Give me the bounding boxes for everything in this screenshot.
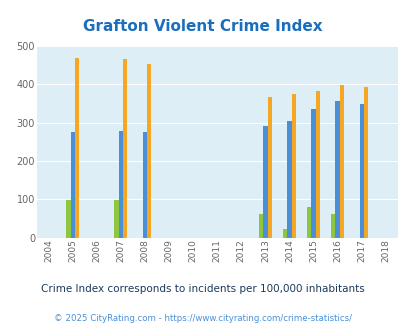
Text: Grafton Violent Crime Index: Grafton Violent Crime Index [83,19,322,34]
Bar [75,58,79,238]
Bar [306,207,311,238]
Bar [143,132,147,238]
Bar [287,121,291,238]
Bar [311,109,315,238]
Bar [262,126,267,238]
Bar [118,131,123,238]
Bar [291,94,295,238]
Bar [114,200,118,238]
Bar [330,214,335,238]
Bar [282,229,287,238]
Bar [147,64,151,238]
Bar [70,132,75,238]
Bar [359,104,363,238]
Bar [315,91,319,238]
Bar [267,97,271,238]
Bar [123,59,127,238]
Bar [363,87,367,238]
Bar [66,200,70,238]
Bar [258,214,262,238]
Bar [339,85,343,238]
Text: Crime Index corresponds to incidents per 100,000 inhabitants: Crime Index corresponds to incidents per… [41,284,364,294]
Text: © 2025 CityRating.com - https://www.cityrating.com/crime-statistics/: © 2025 CityRating.com - https://www.city… [54,314,351,323]
Bar [335,101,339,238]
